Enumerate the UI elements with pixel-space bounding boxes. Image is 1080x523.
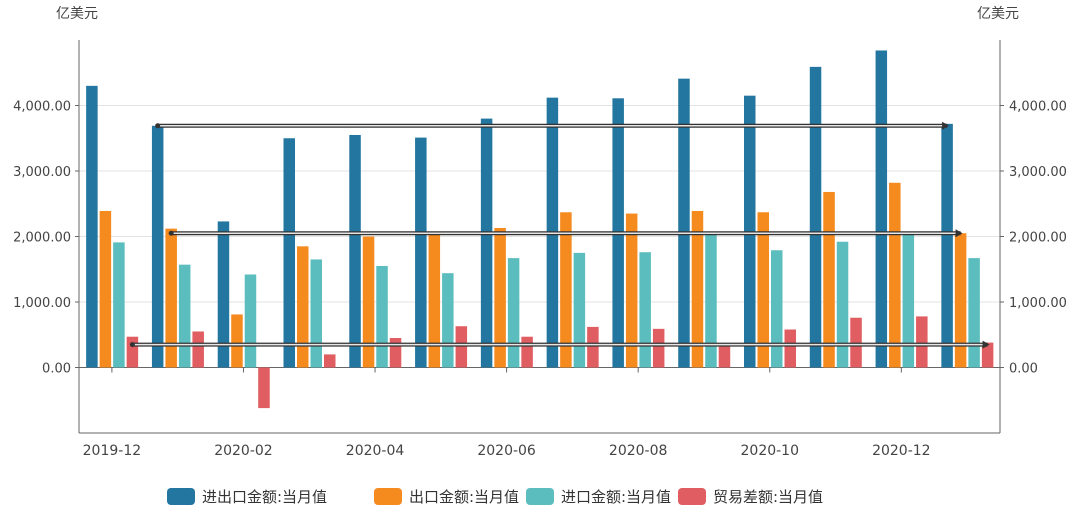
x-tick-label: 2020-08 <box>609 443 668 459</box>
bar[interactable] <box>625 213 638 368</box>
bar[interactable] <box>494 227 506 368</box>
y-tick-label-left: 0.00 <box>42 362 71 377</box>
bar[interactable] <box>823 191 835 368</box>
legend-item[interactable]: 进出口金额:当月值 <box>167 488 327 506</box>
y-tick-label-right: 0.00 <box>1009 362 1038 377</box>
legend-swatch <box>526 488 554 505</box>
bar[interactable] <box>442 273 454 368</box>
axes: 0.00 0.00 1,000.00 1,000.00 2,000.00 2,000.00… <box>13 40 1067 459</box>
bar[interactable] <box>99 210 112 368</box>
bar[interactable] <box>639 252 651 368</box>
y-tick-label-right: 1,000.00 <box>1009 296 1067 311</box>
legend-label: 进口金额:当月值 <box>561 488 671 506</box>
bar[interactable] <box>678 78 690 368</box>
bar[interactable] <box>86 85 98 368</box>
y-tick-label-left: 3,000.00 <box>13 165 71 180</box>
bar[interactable] <box>771 250 783 368</box>
bar[interactable] <box>521 336 533 368</box>
bar[interactable] <box>954 233 967 368</box>
legend-item[interactable]: 出口金额:当月值 <box>374 488 519 506</box>
bar[interactable] <box>297 246 309 368</box>
y-axis-unit-left: 亿美元 <box>56 6 98 22</box>
bar[interactable] <box>705 234 717 368</box>
bar[interactable] <box>718 343 731 368</box>
y-tick-label-right: 3,000.00 <box>1009 165 1067 180</box>
bar[interactable] <box>165 228 177 368</box>
bar[interactable] <box>507 258 520 368</box>
bar[interactable] <box>875 50 888 368</box>
bar[interactable] <box>362 236 375 368</box>
bar[interactable] <box>652 328 665 368</box>
y-axis-unit-right: 亿美元 <box>977 6 1019 22</box>
bar[interactable] <box>283 138 296 368</box>
bar[interactable] <box>376 265 388 368</box>
bar[interactable] <box>560 212 572 368</box>
bar[interactable] <box>981 342 994 368</box>
bar[interactable] <box>809 66 822 368</box>
bar[interactable] <box>455 326 468 368</box>
y-tick-label-right: 4,000.00 <box>1009 100 1067 115</box>
x-tick-label: 2020-02 <box>214 443 273 459</box>
bar[interactable] <box>428 231 441 368</box>
bar[interactable] <box>902 233 915 368</box>
y-tick-label-left: 2,000.00 <box>13 231 71 246</box>
bar[interactable] <box>968 258 980 368</box>
legend-label: 进出口金额:当月值 <box>202 488 327 506</box>
bars[interactable] <box>86 50 994 409</box>
legend-swatch <box>374 488 402 505</box>
reference-line-arrow <box>955 229 963 238</box>
legend-label: 贸易差额:当月值 <box>713 488 823 506</box>
bar[interactable] <box>151 125 164 368</box>
legend-swatch <box>167 488 195 505</box>
bar[interactable] <box>889 182 901 368</box>
y-tick-label-right: 2,000.00 <box>1009 231 1067 246</box>
bar[interactable] <box>389 338 402 368</box>
legend-item[interactable]: 贸易差额:当月值 <box>678 488 823 506</box>
legend-label: 出口金额:当月值 <box>409 488 519 506</box>
bar[interactable] <box>244 274 257 368</box>
bar[interactable] <box>126 336 139 368</box>
reference-line-arrow <box>982 340 990 349</box>
x-tick-label: 2020-04 <box>346 443 405 459</box>
bar[interactable] <box>178 264 191 368</box>
bar[interactable] <box>587 326 599 368</box>
x-tick-label: 2020-06 <box>477 443 536 459</box>
bar[interactable] <box>757 212 770 368</box>
bar[interactable] <box>573 252 586 368</box>
bar[interactable] <box>480 118 493 368</box>
x-tick-label: 2020-10 <box>741 443 800 459</box>
bar[interactable] <box>192 331 204 368</box>
reference-line-start <box>155 123 161 129</box>
gridlines <box>79 105 1000 368</box>
bar[interactable] <box>916 316 928 368</box>
bar[interactable] <box>113 242 125 368</box>
y-tick-label-left: 4,000.00 <box>13 100 71 115</box>
legend-swatch <box>678 488 706 505</box>
x-tick-label: 2020-12 <box>872 443 931 459</box>
reference-lines <box>129 121 990 349</box>
bar[interactable] <box>258 367 270 409</box>
bar[interactable] <box>217 221 230 368</box>
bar[interactable] <box>415 137 427 368</box>
y-tick-label-left: 1,000.00 <box>13 296 71 311</box>
bar[interactable] <box>310 259 323 368</box>
bar[interactable] <box>784 329 797 368</box>
x-tick-label: 2019-12 <box>83 443 142 459</box>
legend-item[interactable]: 进口金额:当月值 <box>526 488 671 506</box>
reference-line-start <box>129 342 135 348</box>
reference-line-start <box>168 230 174 236</box>
reference-line-arrow <box>942 121 950 130</box>
bar[interactable] <box>836 241 849 368</box>
bar[interactable] <box>691 210 704 368</box>
bar[interactable] <box>941 123 953 368</box>
bar[interactable] <box>324 354 336 368</box>
bar[interactable] <box>349 134 361 368</box>
legend[interactable]: 进出口金额:当月值 出口金额:当月值 进口金额:当月值 贸易差额:当月值 <box>167 488 823 506</box>
bar[interactable] <box>231 314 243 368</box>
